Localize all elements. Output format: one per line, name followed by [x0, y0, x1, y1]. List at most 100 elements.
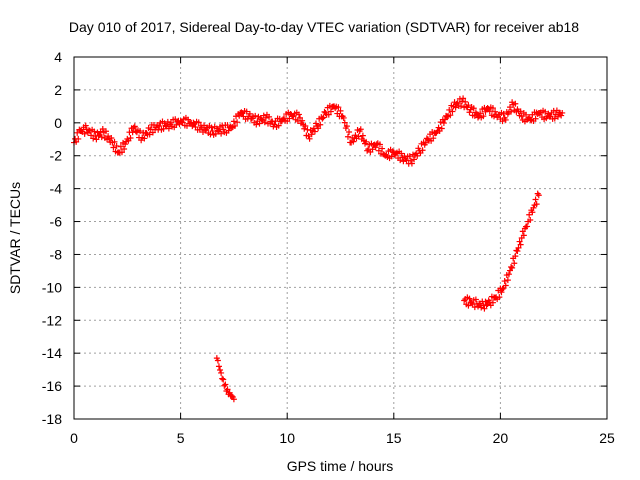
data-point: [407, 157, 414, 164]
data-point: [454, 99, 461, 106]
data-point: [305, 132, 312, 139]
data-point: [81, 130, 88, 137]
data-point: [252, 112, 259, 119]
data-point: [424, 136, 431, 143]
data-point: [481, 305, 488, 312]
data-point: [411, 156, 418, 163]
data-point: [246, 110, 253, 117]
data-point: [369, 146, 376, 153]
data-point: [230, 118, 237, 125]
data-point: [225, 127, 232, 134]
data-point: [141, 135, 148, 142]
data-point: [508, 108, 515, 115]
data-point: [422, 139, 429, 146]
data-point: [398, 150, 405, 157]
y-tick-label: 0: [54, 115, 62, 131]
data-point: [319, 115, 326, 122]
data-point: [185, 116, 192, 123]
data-point: [477, 110, 484, 117]
data-point: [146, 131, 153, 138]
data-point: [357, 126, 364, 133]
data-point: [99, 126, 106, 133]
data-point: [325, 111, 332, 118]
y-tick-label: -2: [50, 148, 63, 164]
data-point: [502, 282, 509, 289]
data-point: [344, 133, 351, 140]
data-point: [359, 132, 366, 139]
data-point: [480, 113, 487, 120]
data-point: [156, 123, 163, 130]
data-point: [504, 277, 511, 284]
data-point: [266, 113, 273, 120]
data-point: [253, 121, 260, 128]
data-point: [173, 121, 180, 128]
data-points: [71, 95, 566, 403]
data-point: [312, 120, 319, 127]
data-point: [551, 115, 558, 122]
data-point: [517, 241, 524, 248]
series-low-segment: [213, 355, 237, 403]
data-point: [88, 132, 95, 139]
data-point: [111, 138, 118, 145]
data-point: [299, 117, 306, 124]
data-point: [502, 116, 509, 123]
data-point: [408, 160, 415, 167]
data-point: [149, 129, 156, 136]
data-point: [218, 130, 225, 137]
data-point: [517, 108, 524, 115]
y-axis-label: SDTVAR / TECUs: [7, 182, 23, 294]
plot-frame: [73, 56, 608, 420]
data-point: [514, 248, 521, 255]
data-point: [221, 382, 228, 389]
data-point: [315, 125, 322, 132]
data-point: [78, 128, 85, 135]
data-point: [222, 381, 229, 388]
data-point: [118, 149, 125, 156]
data-point: [117, 143, 124, 150]
data-point: [108, 134, 115, 141]
data-point: [542, 108, 549, 115]
data-point: [470, 105, 477, 112]
data-point: [449, 108, 456, 115]
chart-title: Day 010 of 2017, Sidereal Day-to-day VTE…: [69, 19, 579, 35]
data-point: [168, 119, 175, 126]
data-point: [220, 376, 227, 383]
data-point: [501, 278, 508, 285]
data-point: [228, 392, 235, 399]
data-point: [355, 133, 362, 140]
x-tick-label: 0: [70, 430, 78, 446]
data-point: [95, 132, 102, 139]
data-point: [228, 124, 235, 131]
data-point: [311, 128, 318, 135]
data-point: [379, 145, 386, 152]
data-point: [532, 196, 539, 203]
data-point: [122, 141, 129, 148]
y-tick-label: -10: [42, 279, 62, 295]
data-point: [214, 357, 221, 364]
data-point: [363, 138, 370, 145]
series-rising-segment: [461, 190, 542, 312]
data-point: [457, 103, 464, 110]
data-point: [447, 112, 454, 119]
data-point: [498, 289, 505, 296]
data-point: [308, 131, 315, 138]
data-point: [337, 107, 344, 114]
data-point: [231, 122, 238, 129]
data-point: [234, 119, 241, 126]
data-point: [224, 386, 231, 393]
data-point: [343, 123, 350, 130]
data-point: [113, 142, 120, 149]
data-point: [352, 132, 359, 139]
axis-ticks: 0 5 10 15 20 25 -18 -16 -14 -12 -10 -8 -6 -4 -2 0 2 4: [42, 49, 615, 446]
data-point: [137, 128, 144, 135]
data-point: [526, 211, 533, 218]
y-tick-label: -14: [42, 345, 62, 361]
data-point: [217, 367, 224, 374]
y-tick-label: -16: [42, 378, 62, 394]
data-point: [218, 369, 225, 376]
y-tick-label: -4: [50, 181, 63, 197]
data-point: [165, 125, 172, 132]
data-point: [208, 124, 215, 131]
data-point: [346, 128, 353, 135]
